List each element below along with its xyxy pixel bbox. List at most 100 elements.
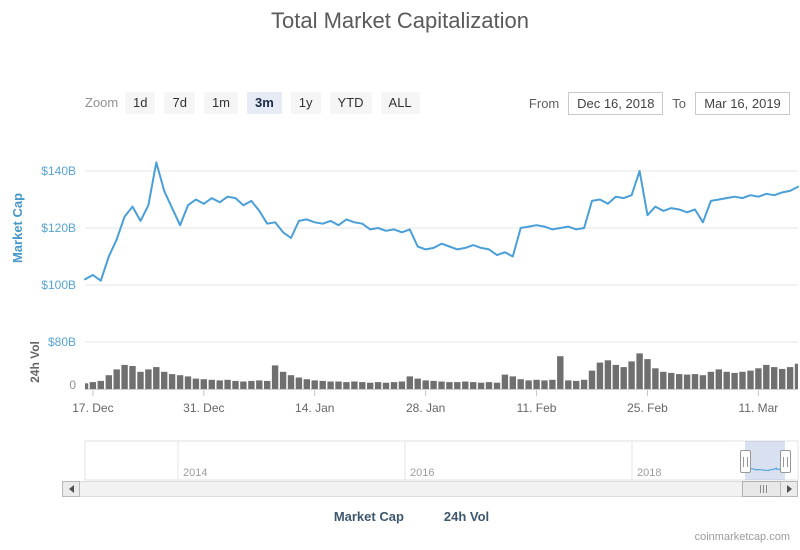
volume-column <box>660 371 667 390</box>
range-button-7d[interactable]: 7d <box>164 92 195 114</box>
volume-column <box>121 364 128 389</box>
volume-column <box>319 380 326 389</box>
volume-column <box>731 372 738 389</box>
zoom-label: Zoom <box>85 95 119 110</box>
from-date-input[interactable] <box>568 92 664 115</box>
volume-column <box>588 370 596 389</box>
volume-column <box>541 380 548 389</box>
volume-column <box>462 381 469 389</box>
volume-column <box>256 380 263 389</box>
page-title: Total Market Capitalization <box>270 8 529 33</box>
volume-column <box>739 371 746 390</box>
volume-column <box>454 382 461 389</box>
volume-column <box>668 372 675 389</box>
to-date-input[interactable] <box>695 92 790 115</box>
volume-column <box>422 380 429 389</box>
volume-column <box>517 379 524 389</box>
volume-column <box>85 383 89 390</box>
volume-column <box>628 361 635 389</box>
volume-column <box>509 376 516 389</box>
scrollbar-right-arrow-icon[interactable] <box>780 481 798 497</box>
legend-item-market-cap[interactable]: Market Cap <box>311 509 404 524</box>
volume-column <box>271 365 279 389</box>
chart-credit: coinmarketcap.com <box>694 531 790 543</box>
volume-column <box>612 364 619 389</box>
x-axis-tick-label: 11. Mar <box>738 401 778 415</box>
volume-column <box>636 353 643 389</box>
volume-column <box>216 380 223 389</box>
navigator-year-label: 2018 <box>637 467 661 479</box>
volume-column <box>137 371 144 390</box>
navigator-left-handle-icon[interactable] <box>740 450 751 473</box>
range-button-1y[interactable]: 1y <box>290 92 321 114</box>
y-axis-tick-label: $80B <box>48 335 76 349</box>
volume-column <box>683 374 691 389</box>
volume-column <box>580 379 588 389</box>
volume-column <box>176 375 184 389</box>
volume-column <box>311 380 318 389</box>
navigator-year-label: 2014 <box>183 467 207 479</box>
legend-item-24h-vol[interactable]: 24h Vol <box>426 509 489 524</box>
scrollbar-left-arrow-icon[interactable] <box>62 481 80 497</box>
volume-column <box>200 379 207 389</box>
x-axis-tick-label: 25. Feb <box>627 401 668 415</box>
volume-column <box>398 381 406 389</box>
range-button-3m[interactable]: 3m <box>247 92 282 114</box>
market-cap-axis-title: Market Cap <box>10 193 25 263</box>
volume-axis-title: 24h Vol <box>28 341 42 383</box>
volume-column <box>224 379 231 389</box>
volume-column <box>145 369 152 389</box>
y-axis-tick-label: $100B <box>41 278 76 292</box>
volume-column <box>747 370 754 389</box>
volume-column <box>89 382 97 389</box>
range-selector-toolbar: Zoom 1d 7d 1m 3m 1y YTD ALL From To <box>85 92 790 116</box>
range-button-1d[interactable]: 1d <box>125 92 156 114</box>
range-button-1m[interactable]: 1m <box>203 92 238 114</box>
volume-column <box>794 363 798 389</box>
volume-column <box>264 380 271 389</box>
volume-column <box>723 371 730 390</box>
volume-column <box>565 380 572 389</box>
volume-column <box>493 382 501 389</box>
chart-canvas: $140B $120B $100B $80B 0 Market Cap 24h Vol 17.… <box>10 161 799 481</box>
navigator-series-preview <box>744 466 786 473</box>
range-button-all[interactable]: ALL <box>380 92 420 114</box>
volume-column <box>699 375 707 389</box>
navigator-selected-range[interactable] <box>745 441 785 480</box>
volume-column <box>192 378 200 389</box>
circle-marker-icon <box>426 511 437 522</box>
navigator-right-handle-icon[interactable] <box>780 450 791 473</box>
navigator-scrollbar[interactable] <box>62 481 798 497</box>
volume-column <box>248 380 255 389</box>
volume-column <box>367 382 374 389</box>
x-axis-tick-label: 11. Feb <box>517 401 557 415</box>
y-axis-tick-label: $140B <box>41 164 76 178</box>
volume-column <box>390 382 398 389</box>
range-button-ytd[interactable]: YTD <box>329 92 372 114</box>
to-label: To <box>672 96 686 111</box>
volume-column <box>382 382 390 389</box>
volume-column <box>406 376 413 389</box>
volume-column <box>573 380 580 389</box>
date-range-inputs: From To <box>520 92 790 115</box>
volume-column <box>438 381 445 389</box>
volume-column <box>676 374 683 389</box>
volume-column <box>446 382 453 389</box>
volume-column <box>533 379 540 389</box>
volume-column <box>763 364 770 389</box>
x-axis-tick-label: 14. Jan <box>295 401 334 415</box>
volume-column <box>707 371 715 390</box>
volume-column <box>501 374 509 389</box>
volume-column <box>652 368 659 389</box>
x-axis-tick-label: 17. Dec <box>72 401 113 415</box>
navigator-outline <box>84 440 799 481</box>
volume-column <box>168 374 176 389</box>
volume-column <box>113 369 120 389</box>
scrollbar-thumb[interactable] <box>742 481 785 497</box>
volume-column <box>771 367 778 389</box>
volume-column <box>232 380 239 389</box>
volume-column <box>359 382 366 389</box>
line-marker-icon <box>311 515 327 518</box>
volume-column <box>105 375 112 389</box>
